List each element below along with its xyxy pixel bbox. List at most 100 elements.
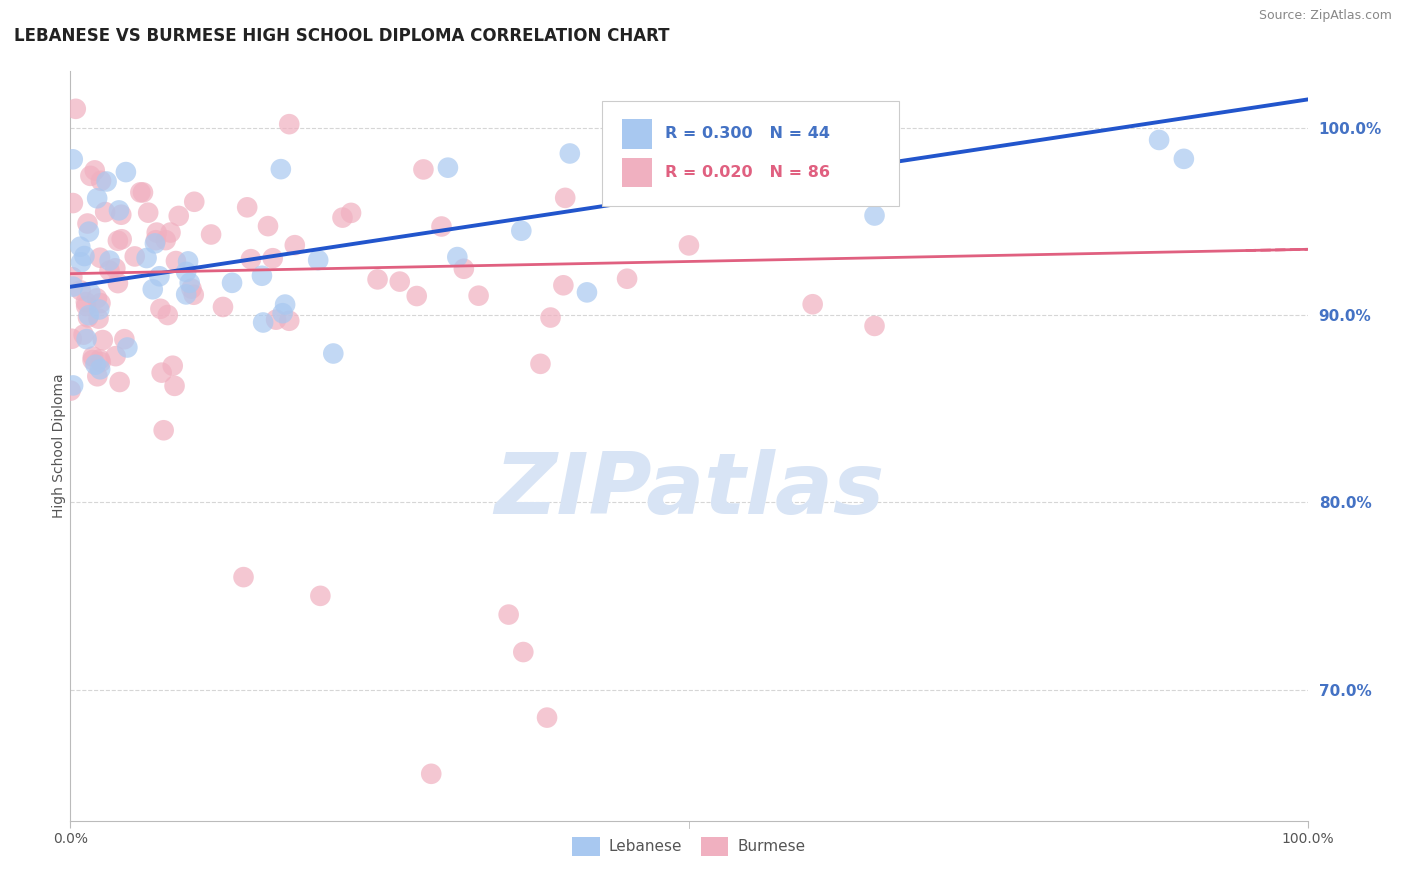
Point: [446, 250, 468, 264]
Point: [142, 282, 165, 296]
Point: [98, 253, 121, 268]
Point: [90, 174, 112, 188]
Point: [73, 249, 96, 263]
Point: [94, 205, 117, 219]
Point: [98, 263, 121, 277]
Point: [69, 284, 91, 298]
FancyBboxPatch shape: [602, 102, 900, 206]
Point: [420, 767, 443, 781]
Point: [112, 332, 135, 346]
Point: [270, 162, 292, 177]
Point: [180, 282, 202, 296]
Point: [156, 308, 179, 322]
Point: [59, 384, 82, 398]
Point: [83, 163, 105, 178]
Point: [65, 102, 87, 116]
Point: [129, 186, 152, 200]
Point: [89, 362, 111, 376]
Point: [553, 278, 575, 293]
Point: [72, 327, 94, 342]
Point: [62, 279, 84, 293]
Point: [75, 299, 97, 313]
Point: [405, 289, 427, 303]
Point: [309, 589, 332, 603]
Point: [62, 196, 84, 211]
Point: [1173, 152, 1195, 166]
Point: [148, 269, 170, 284]
Point: [174, 287, 197, 301]
Point: [108, 203, 131, 218]
Text: Source: ZipAtlas.com: Source: ZipAtlas.com: [1258, 9, 1392, 22]
Point: [115, 165, 138, 179]
Point: [155, 233, 177, 247]
Point: [111, 232, 134, 246]
Point: [76, 217, 98, 231]
Point: [271, 306, 294, 320]
Point: [84, 358, 107, 372]
Point: [278, 314, 301, 328]
Point: [183, 287, 205, 301]
Point: [863, 318, 886, 333]
Point: [236, 200, 259, 214]
Point: [453, 261, 475, 276]
Point: [104, 261, 127, 276]
Point: [558, 146, 581, 161]
Point: [86, 191, 108, 205]
Point: [430, 219, 453, 234]
Point: [510, 224, 533, 238]
Point: [801, 297, 824, 311]
Point: [104, 349, 127, 363]
Point: [221, 276, 243, 290]
Point: [76, 332, 98, 346]
Point: [257, 219, 280, 233]
Point: [77, 310, 100, 325]
Point: [322, 346, 344, 360]
Y-axis label: High School Diploma: High School Diploma: [52, 374, 66, 518]
Point: [388, 275, 411, 289]
Point: [183, 194, 205, 209]
Point: [575, 285, 598, 300]
Point: [91, 333, 114, 347]
Point: [262, 251, 284, 265]
Point: [96, 174, 118, 188]
Point: [332, 211, 354, 225]
Point: [165, 254, 187, 268]
Legend: Lebanese, Burmese: Lebanese, Burmese: [567, 830, 811, 862]
Point: [179, 276, 201, 290]
Point: [77, 308, 100, 322]
Point: [678, 136, 700, 150]
Point: [162, 359, 184, 373]
Point: [177, 254, 200, 268]
Point: [145, 226, 167, 240]
Point: [284, 238, 307, 252]
Point: [252, 316, 274, 330]
Point: [163, 379, 186, 393]
Point: [536, 710, 558, 724]
Point: [60, 332, 83, 346]
Point: [86, 369, 108, 384]
Point: [90, 355, 112, 369]
Point: [145, 233, 167, 247]
Point: [62, 378, 84, 392]
Point: [136, 205, 159, 219]
Point: [152, 423, 174, 437]
Point: [678, 238, 700, 252]
Point: [239, 252, 262, 267]
Point: [107, 234, 129, 248]
Point: [89, 296, 111, 310]
Point: [89, 251, 111, 265]
Point: [367, 272, 389, 286]
Point: [232, 570, 254, 584]
FancyBboxPatch shape: [621, 158, 652, 187]
Point: [264, 312, 287, 326]
Point: [159, 226, 181, 240]
Point: [150, 366, 173, 380]
Point: [143, 236, 166, 251]
Point: [82, 353, 104, 368]
Point: [69, 240, 91, 254]
Point: [77, 225, 100, 239]
Point: [167, 209, 190, 223]
Point: [437, 161, 460, 175]
Point: [79, 285, 101, 300]
Point: [340, 206, 363, 220]
